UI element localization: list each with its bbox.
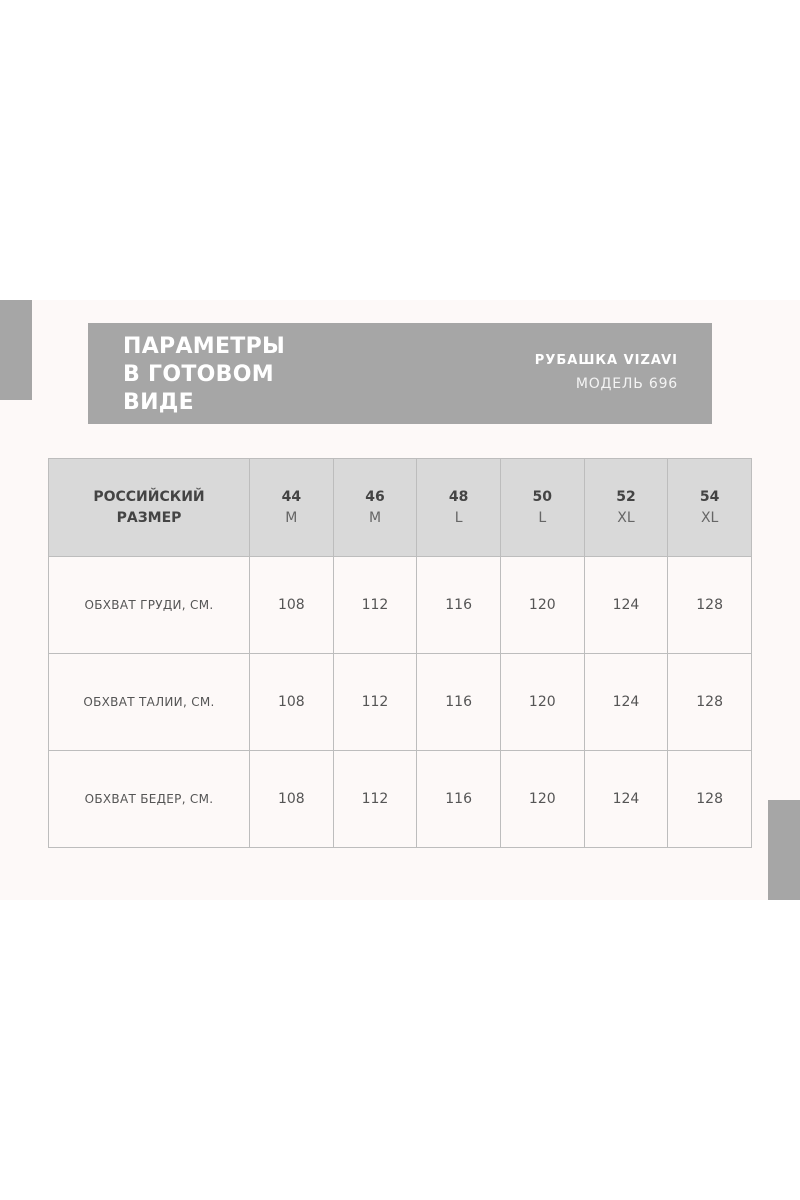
table-cell: 128 [667, 750, 752, 848]
intl-size: M [285, 509, 298, 526]
size-column-header: 46 M [332, 458, 418, 557]
header-label-line: РОССИЙСКИЙ [93, 488, 205, 505]
intl-size: L [454, 509, 463, 526]
decorative-block-left [0, 300, 32, 400]
size-column-header: 54 XL [667, 458, 752, 557]
table-cell: 112 [332, 653, 418, 751]
table-cell: 112 [332, 556, 418, 654]
table-row: ОБХВАТ ГРУДИ, СМ. 108 112 116 120 124 128 [48, 556, 752, 654]
ru-size: 50 [532, 488, 553, 505]
header-label-line: РАЗМЕР [116, 509, 182, 526]
ru-size: 44 [281, 488, 302, 505]
ru-size: 48 [448, 488, 469, 505]
product-info: РУБАШКА VIZAVI МОДЕЛЬ 696 [535, 353, 678, 392]
size-column-header: 50 L [499, 458, 585, 557]
row-label: ОБХВАТ ТАЛИИ, СМ. [48, 653, 250, 751]
size-table: РОССИЙСКИЙ РАЗМЕР 44 M 46 M 48 L 50 L 52 XL 54 XL О… [48, 458, 752, 848]
intl-size: XL [617, 509, 635, 526]
model-number: МОДЕЛЬ 696 [575, 376, 678, 392]
title-line: ВИДЕ [123, 390, 195, 415]
title-line: ПАРАМЕТРЫ [123, 334, 286, 359]
table-cell: 116 [416, 653, 501, 751]
ru-size: 54 [699, 488, 720, 505]
decorative-block-right [768, 800, 800, 900]
table-cell: 116 [416, 750, 501, 848]
ru-size: 46 [365, 488, 385, 505]
title-line: В ГОТОВОМ [123, 362, 274, 387]
intl-size: M [368, 509, 382, 526]
table-cell: 124 [583, 653, 669, 751]
intl-size: XL [700, 509, 719, 526]
table-cell: 124 [583, 556, 669, 654]
ru-size: 52 [616, 488, 636, 505]
page-title: ПАРАМЕТРЫ В ГОТОВОМ ВИДЕ [123, 333, 285, 417]
table-row: ОБХВАТ БЕДЕР, СМ. 108 112 116 120 124 128 [48, 750, 752, 848]
table-header-row: РОССИЙСКИЙ РАЗМЕР 44 M 46 M 48 L 50 L 52 XL 54 XL [48, 458, 752, 557]
table-cell: 108 [249, 556, 334, 654]
header-banner: ПАРАМЕТРЫ В ГОТОВОМ ВИДЕ РУБАШКА VIZAVI … [88, 323, 712, 424]
table-cell: 128 [667, 556, 752, 654]
table-cell: 108 [249, 750, 334, 848]
size-column-header: 52 XL [583, 458, 669, 557]
size-column-header: 48 L [416, 458, 501, 557]
row-label: ОБХВАТ ГРУДИ, СМ. [48, 556, 250, 654]
table-cell: 108 [249, 653, 334, 751]
table-cell: 124 [583, 750, 669, 848]
table-cell: 120 [499, 653, 585, 751]
table-cell: 112 [332, 750, 418, 848]
intl-size: L [538, 509, 547, 526]
table-cell: 116 [416, 556, 501, 654]
table-row: ОБХВАТ ТАЛИИ, СМ. 108 112 116 120 124 128 [48, 653, 752, 751]
table-cell: 120 [499, 750, 585, 848]
row-label: ОБХВАТ БЕДЕР, СМ. [48, 750, 250, 848]
product-name: РУБАШКА VIZAVI [534, 353, 678, 368]
table-cell: 128 [667, 653, 752, 751]
size-column-header: 44 M [249, 458, 334, 557]
table-cell: 120 [499, 556, 585, 654]
header-label: РОССИЙСКИЙ РАЗМЕР [48, 458, 250, 557]
